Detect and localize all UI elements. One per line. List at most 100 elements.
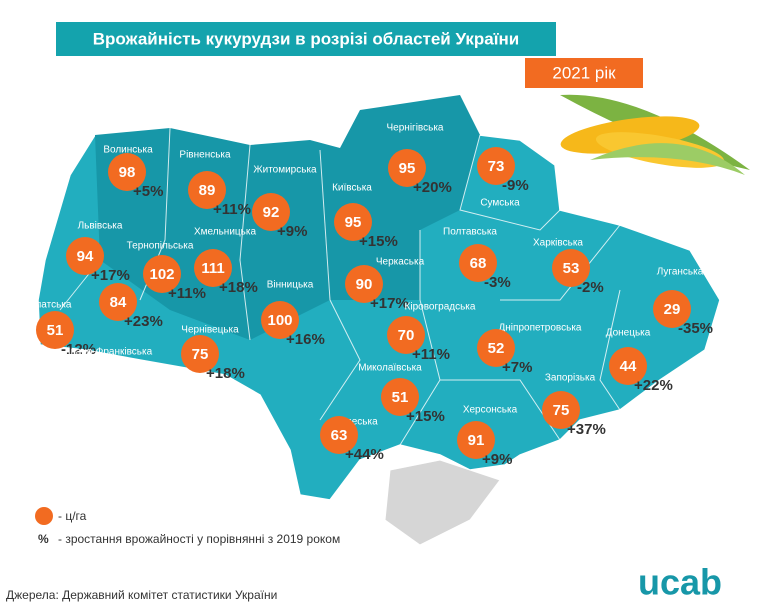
region-name: Дніпропетровська — [499, 323, 582, 334]
region-name: Закарпатська — [9, 300, 72, 311]
legend-marker — [35, 507, 53, 525]
region-name: Хмельницька — [194, 227, 256, 238]
yield-marker — [387, 316, 425, 354]
yield-marker — [188, 171, 226, 209]
region-name: Сумська — [480, 198, 520, 209]
yield-change: +23% — [124, 313, 163, 330]
yield-marker — [388, 149, 426, 187]
yield-change: -3% — [484, 274, 511, 291]
yield-value: 94 — [77, 248, 94, 265]
yield-change: +11% — [412, 346, 450, 363]
yield-change: +18% — [219, 279, 258, 296]
region-name: Харківська — [533, 238, 583, 249]
yield-marker — [459, 244, 497, 282]
yield-value: 90 — [356, 276, 373, 293]
region-name: Одеська — [338, 417, 378, 428]
yield-marker — [477, 329, 515, 367]
yield-value: 51 — [47, 322, 64, 339]
yield-marker — [261, 301, 299, 339]
yield-value: 98 — [119, 164, 136, 181]
title: Врожайність кукурудзи в розрізі областей… — [93, 29, 520, 48]
region-name: Запорізька — [545, 373, 596, 384]
yield-value: 95 — [345, 214, 362, 231]
region-name: Кіровоградська — [405, 302, 476, 313]
yield-marker — [36, 311, 74, 349]
yield-change: -9% — [502, 177, 529, 194]
yield-value: 89 — [199, 182, 216, 199]
yield-value: 75 — [553, 402, 570, 419]
region-name: Івано-Франківська — [68, 347, 153, 358]
region-name: Полтавська — [443, 227, 497, 238]
yield-value: 100 — [267, 312, 292, 329]
yield-change: +16% — [286, 331, 325, 348]
yield-marker — [143, 255, 181, 293]
yield-change: +44% — [345, 446, 384, 463]
yield-change: -2% — [577, 279, 604, 296]
yield-marker — [108, 153, 146, 191]
region-name: Вінницька — [267, 280, 314, 291]
corn — [560, 94, 750, 175]
yield-marker — [252, 193, 290, 231]
yield-change: -12% — [61, 341, 96, 358]
logo: ucab — [638, 562, 722, 603]
yield-marker — [194, 249, 232, 287]
yield-marker — [609, 347, 647, 385]
yield-marker — [477, 147, 515, 185]
yield-value: 68 — [470, 255, 487, 272]
yield-marker — [345, 265, 383, 303]
region-name: Херсонська — [463, 405, 518, 416]
yield-value: 63 — [331, 427, 348, 444]
title-bar — [56, 22, 556, 56]
yield-marker — [542, 391, 580, 429]
yield-value: 95 — [399, 160, 416, 177]
yield-change: +9% — [482, 451, 512, 468]
region-name: Львівська — [78, 221, 123, 232]
region-name: Волинська — [103, 145, 153, 156]
region-name: Житомирська — [253, 165, 317, 176]
yield-change: +15% — [406, 408, 445, 425]
region-name: Тернопільська — [127, 241, 194, 252]
source: Джерела: Державний комітет статистики Ук… — [6, 588, 277, 602]
yield-change: +11% — [213, 201, 251, 218]
yield-change: -35% — [678, 320, 713, 337]
legend-unit: - ц/га — [58, 509, 87, 523]
yield-value: 84 — [110, 294, 127, 311]
yield-value: 73 — [488, 158, 505, 175]
yield-value: 92 — [263, 204, 280, 221]
yield-marker — [653, 290, 691, 328]
legend-percent-text: - зростання врожайності у порівнянні з 2… — [58, 532, 340, 546]
yield-value: 111 — [201, 260, 224, 277]
region-name: Чернівецька — [181, 325, 239, 336]
yield-marker — [99, 283, 137, 321]
yield-change: +5% — [133, 183, 163, 200]
yield-change: +18% — [206, 365, 245, 382]
yield-value: 91 — [468, 432, 485, 449]
yield-change: +37% — [567, 421, 606, 438]
region-name: Донецька — [606, 328, 651, 339]
yield-change: +17% — [91, 267, 130, 284]
regions: Волинська 98 +5% Рівненська 89 +11% Житомирськ… — [9, 123, 713, 468]
yield-marker — [381, 378, 419, 416]
yield-marker — [552, 249, 590, 287]
yield-value: 29 — [664, 301, 681, 318]
yield-marker — [457, 421, 495, 459]
yield-change: +11% — [168, 285, 206, 302]
yield-marker — [334, 203, 372, 241]
year-badge — [525, 58, 643, 88]
yield-marker — [320, 416, 358, 454]
region-name: Луганська — [657, 267, 704, 278]
yield-value: 53 — [563, 260, 580, 277]
yield-marker — [66, 237, 104, 275]
yield-value: 51 — [392, 389, 409, 406]
yield-value: 70 — [398, 327, 415, 344]
region-name: Миколаївська — [358, 363, 422, 374]
yield-marker — [181, 335, 219, 373]
yield-value: 102 — [149, 266, 174, 283]
region-name: Черкаська — [376, 257, 425, 268]
yield-change: +22% — [634, 377, 673, 394]
year: 2021 рік — [552, 63, 616, 82]
yield-value: 44 — [620, 358, 637, 375]
legend-percent-symbol: % — [38, 532, 49, 546]
region-name: Чернігівська — [387, 123, 444, 134]
